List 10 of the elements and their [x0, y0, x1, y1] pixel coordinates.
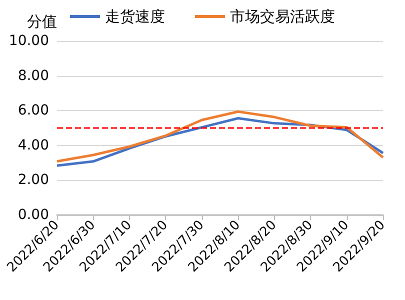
line-series [56, 110, 384, 163]
y-tick-label: 6.00 [18, 102, 49, 119]
legend-label: 走货速度 [105, 8, 165, 26]
y-axis-title: 分值 [27, 12, 57, 30]
legend-label: 市场交易活跃度 [230, 8, 335, 26]
y-tick-label: 2.00 [18, 172, 49, 188]
y-tick-label: 4.00 [18, 137, 49, 154]
y-tick-label: 10.00 [8, 33, 49, 49]
y-tick-label: 8.00 [18, 68, 49, 84]
y-tick-label: 0.00 [18, 207, 49, 223]
